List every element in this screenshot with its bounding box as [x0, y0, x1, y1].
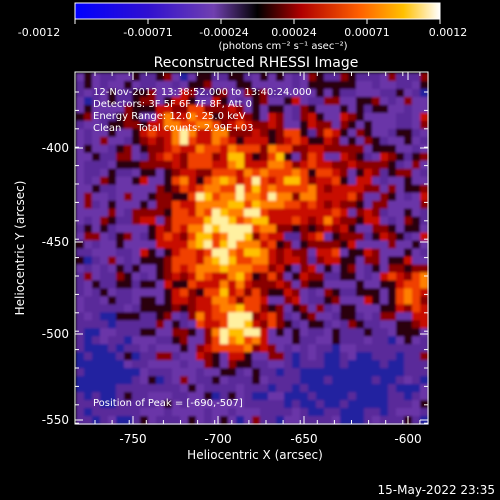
heatmap-image: [76, 73, 429, 425]
y-tick-label: -450: [42, 235, 69, 249]
y-axis-label: Heliocentric Y (arcsec): [13, 181, 27, 316]
info-detectors: Detectors: 3F 5F 6F 7F 8F, Att 0: [93, 99, 252, 110]
x-tick-label: -600: [394, 432, 421, 446]
image-title: Reconstructed RHESSI Image: [154, 55, 359, 71]
info-clean: Clean Total counts: 2.99E+03: [93, 123, 253, 134]
info-energy: Energy Range: 12.0 - 25.0 keV: [93, 111, 246, 122]
y-tick-label: -500: [42, 327, 69, 341]
colorbar-tick-label: -0.00071: [123, 26, 172, 39]
y-tick-label: -550: [42, 413, 69, 427]
axis-ticks: [75, 72, 428, 424]
colorbar-tick-label: -0.0012: [18, 26, 60, 39]
x-tick-label: -750: [119, 432, 146, 446]
x-axis-label: Heliocentric X (arcsec): [187, 448, 323, 462]
colorbar-tick-label: 0.0012: [429, 26, 468, 39]
x-tick-label: -650: [290, 432, 317, 446]
colorbar-tick-label: 0.00071: [344, 26, 390, 39]
x-tick-label: -700: [204, 432, 231, 446]
y-tick-label: -400: [42, 141, 69, 155]
colorbar-ticks: [74, 19, 441, 24]
generated-timestamp: 15-May-2022 23:35: [378, 483, 495, 497]
colorbar-units: (photons cm⁻² s⁻¹ asec⁻²): [218, 41, 347, 52]
plot-frame: [74, 71, 429, 425]
colorbar-tick-label: 0.00024: [271, 26, 317, 39]
colorbar: [74, 2, 441, 20]
info-time: 12-Nov-2012 13:38:52.000 to 13:40:24.000: [93, 87, 312, 98]
colorbar-tick-label: -0.00024: [199, 26, 248, 39]
info-peak: Position of Peak = [-690,-507]: [93, 398, 243, 409]
